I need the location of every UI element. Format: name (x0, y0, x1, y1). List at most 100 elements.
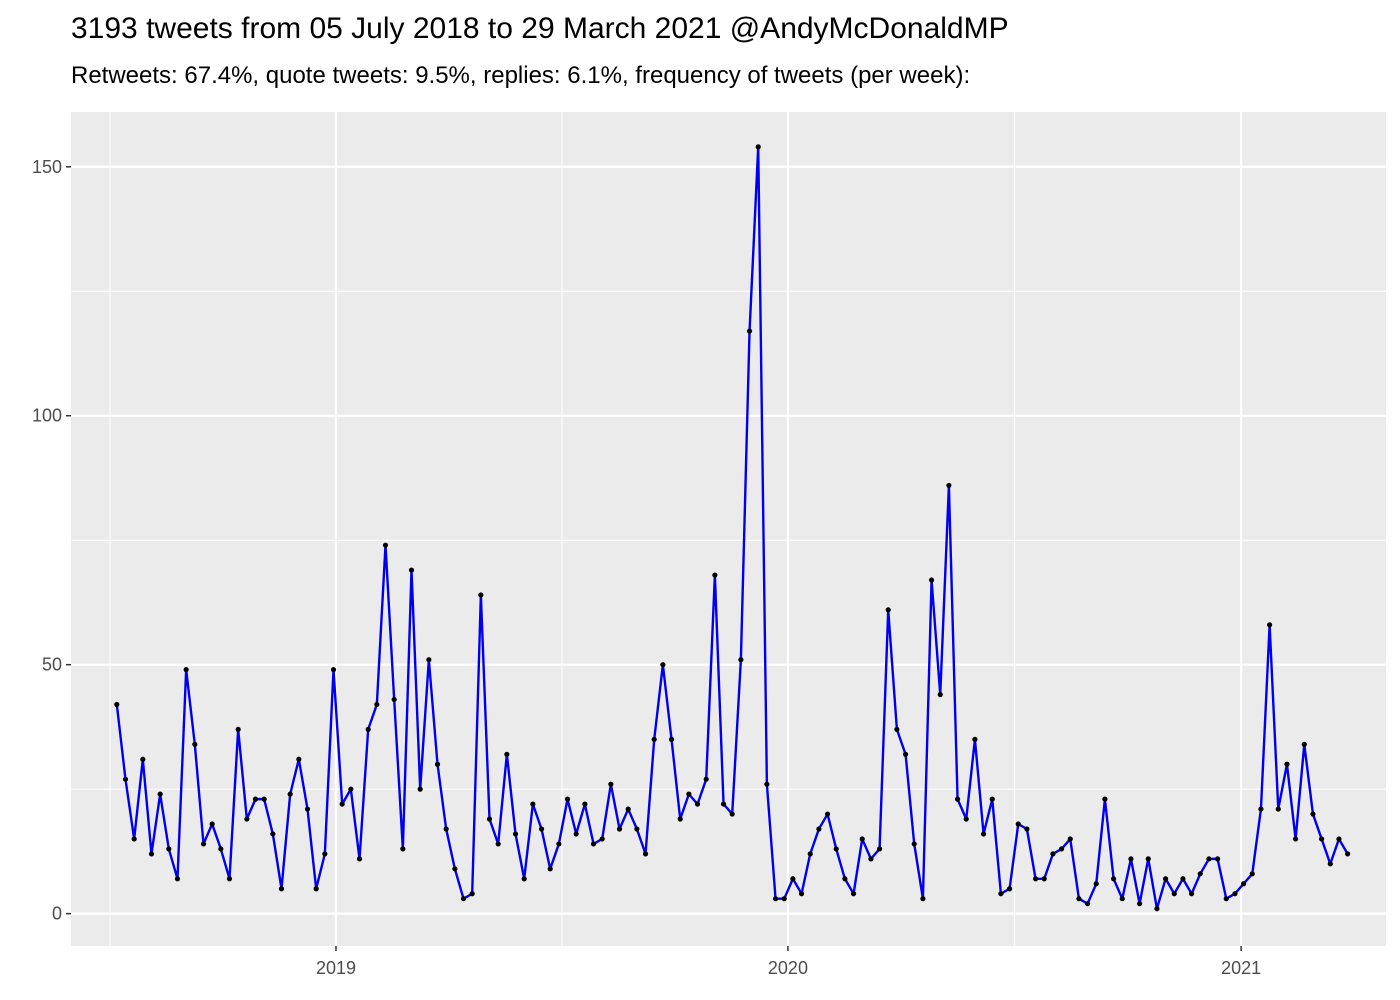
data-point (937, 691, 943, 698)
data-point (495, 841, 501, 847)
data-point (1249, 871, 1255, 877)
data-point (989, 796, 995, 802)
data-point (140, 756, 146, 762)
data-point (426, 657, 432, 663)
data-point (1215, 856, 1221, 862)
data-point (729, 811, 735, 817)
axis-ticks (66, 166, 1242, 951)
data-point (599, 836, 605, 842)
data-point (764, 781, 770, 787)
data-point (374, 701, 380, 708)
data-point (1223, 896, 1229, 902)
data-point (1345, 851, 1351, 857)
data-point (1171, 891, 1177, 897)
data-point (408, 567, 415, 573)
data-point (218, 846, 224, 852)
data-point (417, 786, 423, 792)
data-point (382, 542, 389, 548)
data-point (1301, 741, 1307, 747)
data-point (885, 607, 891, 613)
x-axis-tick-labels: 2019 2020 2021 (316, 958, 1261, 978)
data-point (1058, 846, 1065, 852)
data-point (954, 796, 961, 802)
data-point (296, 756, 302, 762)
data-point (304, 806, 311, 812)
data-point (1267, 622, 1273, 628)
data-point (322, 851, 328, 857)
y-axis-tick-labels: 0 50 100 150 (32, 157, 62, 924)
data-point (625, 806, 631, 812)
data-point (1076, 896, 1082, 902)
data-point (790, 876, 796, 882)
x-tick-label: 2019 (316, 958, 356, 978)
data-point (504, 751, 510, 757)
data-point (920, 896, 926, 902)
data-point (278, 886, 285, 892)
data-point (556, 841, 562, 847)
data-point (122, 776, 129, 782)
data-point (868, 856, 874, 862)
data-point (928, 577, 935, 583)
data-point (252, 796, 259, 802)
data-point (703, 776, 709, 782)
data-point (582, 801, 588, 807)
data-point (1336, 836, 1342, 842)
series-points (114, 144, 1351, 912)
data-point (460, 896, 467, 902)
data-point (1032, 876, 1039, 882)
data-point (538, 826, 545, 832)
data-point (1154, 906, 1160, 912)
data-point (824, 811, 831, 817)
y-tick-label: 0 (52, 904, 62, 924)
data-point (859, 836, 865, 842)
data-point (1128, 856, 1134, 862)
data-point (634, 826, 640, 832)
data-point (998, 891, 1004, 897)
data-point (1024, 826, 1030, 832)
data-point (166, 846, 172, 852)
data-point (573, 831, 579, 837)
data-point (1258, 806, 1264, 812)
data-point (772, 896, 779, 902)
data-point (434, 761, 441, 767)
data-point (660, 662, 666, 668)
data-point (1241, 881, 1247, 887)
data-point (642, 851, 649, 857)
data-point (1284, 761, 1290, 767)
data-point (1084, 901, 1091, 907)
major-gridlines (71, 112, 1386, 946)
data-point (1102, 796, 1108, 802)
data-point (1136, 901, 1143, 907)
data-point (590, 841, 597, 847)
data-point (616, 826, 623, 832)
data-point (1162, 876, 1169, 882)
data-point (478, 592, 484, 598)
data-point (1015, 821, 1021, 827)
data-point (330, 667, 337, 673)
data-point (131, 836, 137, 842)
chart-title: 3193 tweets from 05 July 2018 to 29 Marc… (71, 12, 1009, 45)
data-point (1067, 836, 1073, 842)
data-point (521, 876, 527, 882)
data-point (1180, 876, 1186, 882)
data-point (192, 741, 198, 747)
data-point (244, 816, 250, 822)
data-point (608, 781, 614, 787)
data-point (1093, 881, 1099, 887)
data-point (486, 816, 493, 822)
data-point (781, 896, 787, 902)
data-point (391, 696, 397, 703)
x-tick-label: 2020 (768, 958, 808, 978)
data-point (183, 667, 189, 673)
data-point (720, 801, 727, 807)
y-tick-label: 50 (42, 655, 62, 675)
data-point (469, 891, 475, 897)
data-point (712, 572, 718, 578)
data-point (980, 831, 987, 837)
data-point (174, 876, 181, 882)
minor-gridlines (71, 112, 1386, 946)
y-tick-label: 150 (32, 157, 62, 177)
data-point (755, 144, 761, 150)
data-point (738, 657, 744, 663)
